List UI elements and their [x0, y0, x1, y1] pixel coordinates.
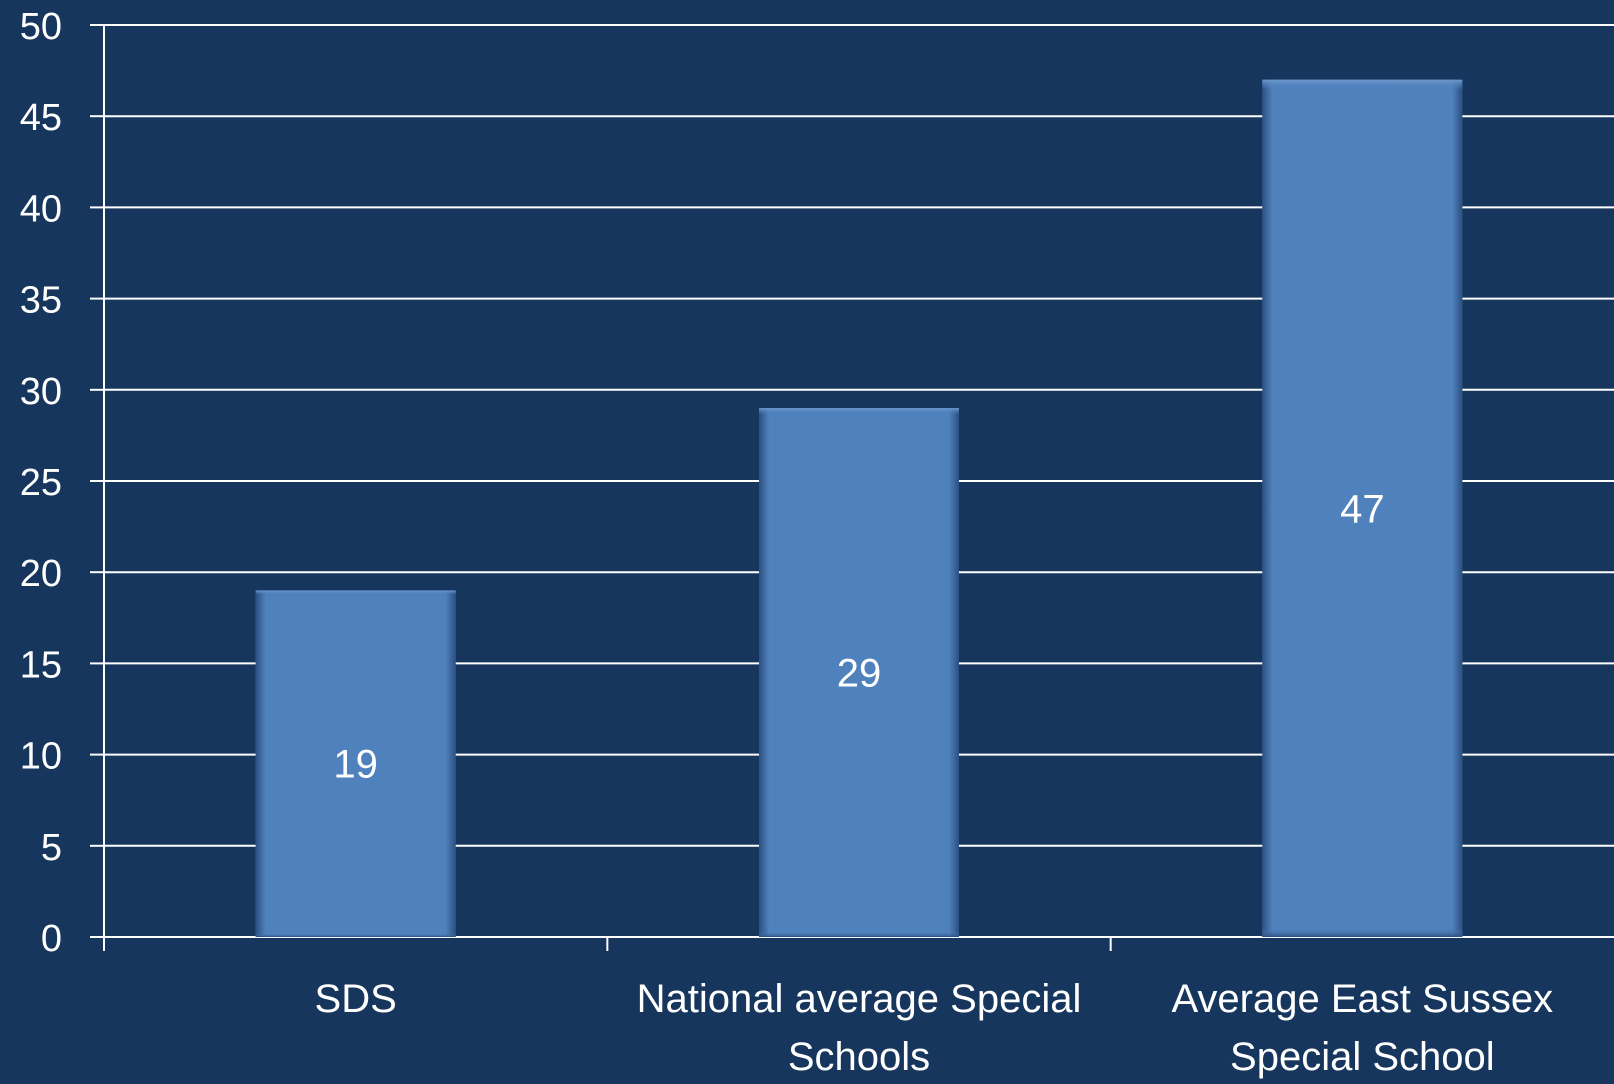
- data-label-1: 19: [333, 743, 378, 787]
- data-label-2: 29: [837, 652, 882, 696]
- x-tick-label-line: Average East Sussex: [1171, 977, 1553, 1021]
- y-tick-label: 10: [20, 736, 62, 778]
- y-tick-label: 0: [41, 918, 62, 960]
- x-tick-label-line: SDS: [315, 977, 397, 1021]
- x-tick-label-line: Schools: [788, 1035, 930, 1079]
- bars: [255, 79, 1463, 938]
- bar-3-bevel-ends: [1262, 79, 1463, 938]
- x-tick-label-2: National average Special Schools: [637, 977, 1082, 1079]
- y-tick-label: 30: [20, 371, 62, 413]
- y-tick-label: 40: [20, 188, 62, 230]
- x-axis-tick-labels: SDS National average Special Schools Averag…: [315, 977, 1554, 1079]
- y-tick-label: 25: [20, 462, 62, 504]
- x-tick-label-line: National average Special: [637, 977, 1082, 1021]
- data-labels: 19 29 47: [333, 487, 1384, 786]
- y-tick-label: 50: [20, 6, 62, 48]
- data-label-3: 47: [1340, 487, 1385, 531]
- bar-1-bevel-ends: [255, 590, 456, 937]
- y-tick-label: 45: [20, 97, 62, 139]
- y-axis-tick-labels: 0 5 10 15 20 25 30 35 40 45 50: [20, 6, 62, 960]
- x-tick-label-1: SDS: [315, 977, 397, 1021]
- x-tick-label-line: Special School: [1230, 1035, 1495, 1079]
- y-tick-label: 20: [20, 553, 62, 595]
- y-tick-label: 35: [20, 280, 62, 322]
- y-tick-label: 15: [20, 644, 62, 686]
- y-tick-label: 5: [41, 827, 62, 869]
- bar-2-bevel-ends: [759, 408, 959, 937]
- x-tick-label-3: Average East Sussex Special School: [1171, 977, 1553, 1079]
